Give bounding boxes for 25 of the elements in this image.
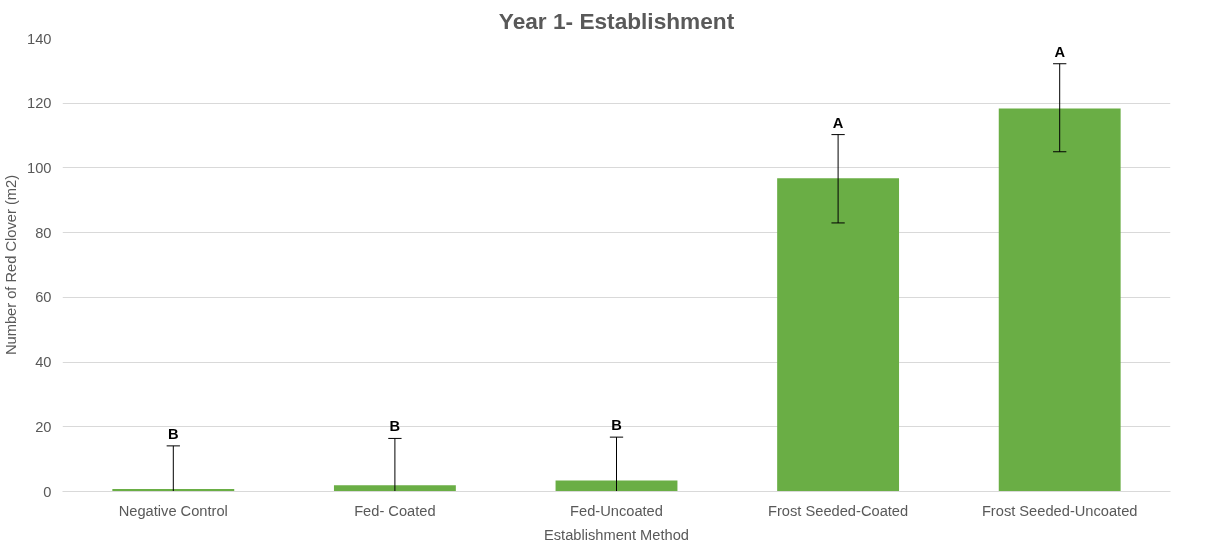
y-tick-label: 40 bbox=[35, 354, 52, 371]
bar bbox=[998, 108, 1121, 492]
y-axis-title: Number of Red Clover (m2) bbox=[3, 175, 20, 355]
x-tick-label: Fed-Uncoated bbox=[570, 502, 663, 519]
annotation: B bbox=[611, 417, 622, 434]
x-tick-label: Fed- Coated bbox=[354, 502, 436, 519]
x-tick-label: Frost Seeded-Uncoated bbox=[981, 502, 1138, 519]
annotation: A bbox=[832, 114, 844, 131]
y-tick-label: 0 bbox=[43, 483, 52, 500]
y-tick-label: 20 bbox=[35, 418, 52, 435]
y-tick-label: 100 bbox=[27, 159, 52, 176]
annotation: B bbox=[389, 418, 401, 435]
annotation: A bbox=[1054, 43, 1066, 60]
x-tick-label: Frost Seeded-Coated bbox=[768, 502, 909, 519]
bar bbox=[555, 480, 678, 492]
bar bbox=[333, 485, 456, 492]
annotation: B bbox=[168, 425, 179, 442]
chart-title: Year 1- Establishment bbox=[498, 7, 735, 34]
bar bbox=[777, 178, 900, 492]
y-tick-label: 140 bbox=[27, 30, 52, 47]
y-tick-label: 60 bbox=[35, 289, 52, 306]
x-tick-label: Negative Control bbox=[118, 502, 228, 519]
y-tick-label: 120 bbox=[27, 95, 52, 112]
x-axis-title: Establishment Method bbox=[544, 526, 690, 543]
y-tick-label: 80 bbox=[35, 224, 52, 241]
